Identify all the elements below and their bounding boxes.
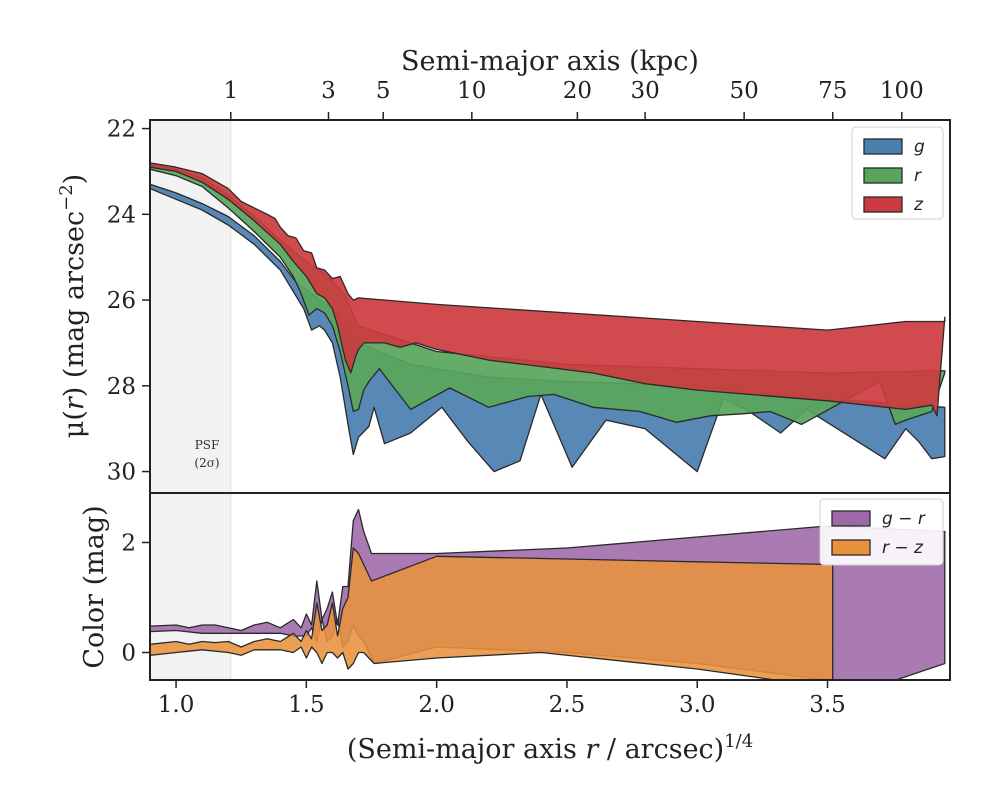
top-x-tick-label: 100	[880, 78, 924, 104]
top-legend-swatch	[863, 167, 903, 184]
top-y-tick-label: 24	[107, 202, 136, 228]
top-x-tick-label: 1	[223, 78, 238, 104]
top-x-tick-label: 30	[630, 78, 659, 104]
top-panel-frame	[149, 119, 951, 494]
bottom-legend-swatch	[831, 539, 871, 556]
top-legend-label: g	[914, 137, 925, 157]
bottom-y-tick-label: 2	[121, 531, 136, 557]
x-tick-label: 2.0	[418, 692, 455, 718]
x-tick-label: 2.5	[549, 692, 586, 718]
x-tick-label: 1.0	[158, 692, 195, 718]
x-tick-label: 3.5	[809, 692, 846, 718]
top-legend-swatch	[863, 138, 903, 155]
psf-label: PSF	[195, 438, 220, 452]
color-band-rz	[150, 547, 834, 680]
x-tick-label: 3.0	[679, 692, 716, 718]
top-x-tick-label: 5	[376, 78, 391, 104]
top-legend-label: z	[913, 195, 924, 215]
top-x-tick-label: 10	[457, 78, 486, 104]
top-x-tick-label: 75	[818, 78, 847, 104]
top-legend: grz	[851, 126, 944, 220]
bottom-panel-frame	[149, 492, 951, 681]
top-y-tick-label: 30	[107, 460, 136, 486]
top-y-tick-label: 22	[107, 117, 136, 143]
mu-band-z	[150, 162, 946, 417]
top-legend-label: r	[914, 166, 922, 186]
top-y-tick-label: 26	[107, 288, 136, 314]
top-x-tick-label: 3	[321, 78, 336, 104]
x-tick-label: 1.5	[288, 692, 325, 718]
top-x-tick-label: 50	[729, 78, 758, 104]
bottom-legend-label: g − r	[882, 509, 926, 529]
top-axis-label: Semi-major axis (kpc)	[401, 46, 699, 77]
bottom-legend: g − r r − z	[819, 498, 944, 566]
bottom-legend-swatch	[831, 510, 871, 527]
top-y-axis-label: μ(r) (mag arcsec−2)	[56, 174, 90, 438]
bottom-y-axis-label: Color (mag)	[79, 505, 110, 668]
bottom-y-tick-label: 0	[121, 641, 136, 667]
x-axis-label: (Semi-major axis r / arcsec)1/4	[347, 731, 753, 765]
psf-sigma-label: (2σ)	[194, 456, 219, 470]
bottom-legend-label: r − z	[882, 538, 924, 558]
top-x-tick-label: 20	[563, 78, 592, 104]
top-y-tick-label: 28	[107, 374, 136, 400]
top-legend-swatch	[863, 196, 903, 213]
